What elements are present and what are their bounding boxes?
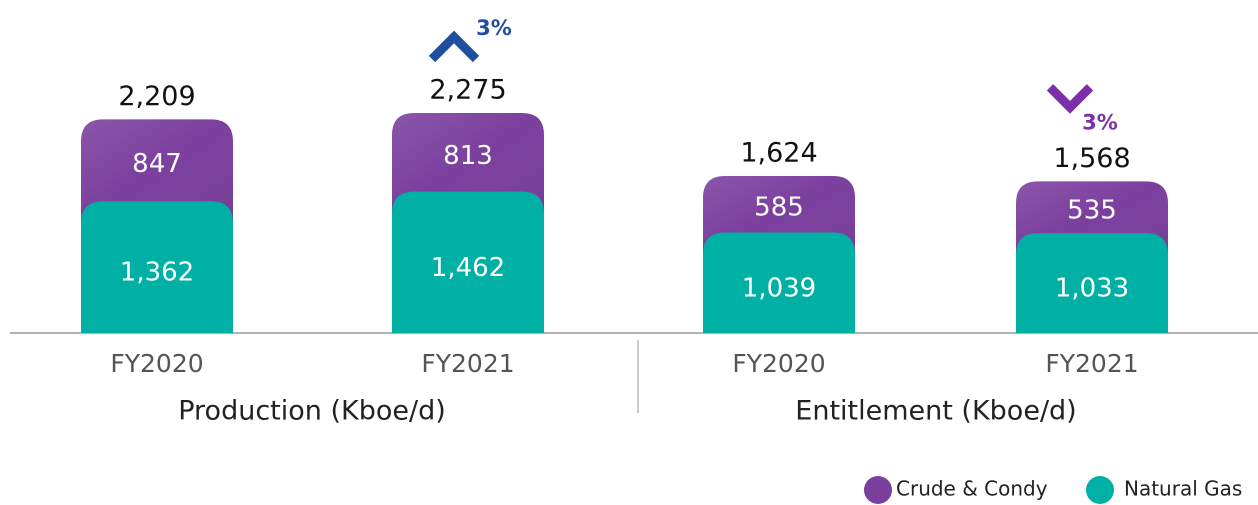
change-arrow bbox=[1046, 84, 1094, 114]
bar-sheen bbox=[392, 113, 544, 214]
x-tick-label: FY2020 bbox=[732, 349, 825, 378]
total-label: 2,275 bbox=[429, 75, 506, 106]
bar-segment bbox=[703, 232, 855, 333]
group-label: Entitlement (Kboe/d) bbox=[795, 396, 1076, 427]
data-label: 585 bbox=[754, 193, 804, 223]
legend-label: Crude & Condy bbox=[896, 477, 1048, 501]
data-label: 1,039 bbox=[742, 273, 816, 303]
x-tick-label: FY2021 bbox=[1045, 349, 1138, 378]
change-label: 3% bbox=[1082, 110, 1118, 134]
change-arrow bbox=[428, 30, 480, 63]
x-tick-label: FY2021 bbox=[421, 349, 514, 378]
legend-swatch bbox=[864, 476, 892, 504]
bar-sheen bbox=[81, 119, 233, 224]
bar-segment bbox=[81, 201, 233, 333]
total-label: 1,568 bbox=[1053, 143, 1130, 174]
total-label: 2,209 bbox=[118, 81, 195, 112]
data-label: 535 bbox=[1067, 196, 1117, 226]
change-label: 3% bbox=[476, 16, 512, 40]
data-label: 1,033 bbox=[1055, 274, 1129, 304]
total-label: 1,624 bbox=[740, 137, 817, 168]
bar-segment bbox=[392, 191, 544, 333]
data-label: 813 bbox=[443, 141, 493, 171]
group-label: Production (Kboe/d) bbox=[178, 396, 446, 427]
data-label: 1,462 bbox=[431, 253, 505, 283]
data-label: 1,362 bbox=[120, 258, 194, 288]
bar-segment bbox=[1016, 233, 1168, 333]
legend-label: Natural Gas bbox=[1124, 477, 1242, 501]
x-tick-label: FY2020 bbox=[110, 349, 203, 378]
data-label: 847 bbox=[132, 149, 182, 179]
legend-swatch bbox=[1086, 476, 1114, 504]
